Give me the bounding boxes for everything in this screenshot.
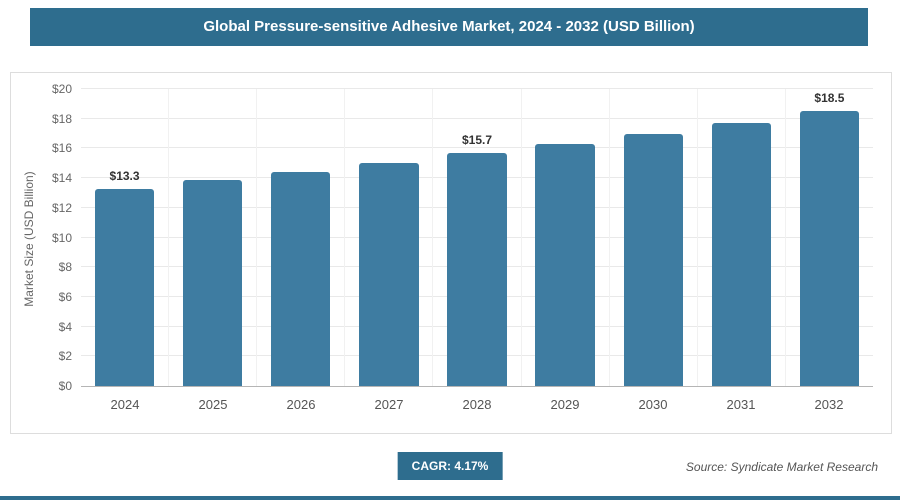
plot-area: $0 $2 $4 $6 $8 $10 $12 $14 $16 $18 $20 $13.3 $15.7 $… (52, 82, 873, 412)
bar-column-2024: $13.3 (81, 89, 168, 386)
x-axis-label-2025: 2025 (198, 397, 228, 412)
bars-layer: $13.3 $15.7 $18.5 (81, 89, 873, 386)
bar-column-2031 (696, 89, 785, 386)
bar-2025 (183, 179, 243, 386)
y-axis-ticks: $0 $2 $4 $6 $8 $10 $12 $14 $16 $18 $20 (52, 82, 873, 393)
y-axis-tick-label: $20 (51, 82, 72, 96)
bar-column-2027 (344, 89, 432, 386)
chart-card: Market Size (USD Billion) $0 $2 $4 $6 $8 $10 $… (10, 72, 892, 434)
x-axis-label-2027: 2027 (374, 397, 404, 412)
y-axis-tick-label: $10 (51, 230, 72, 245)
y-axis-tick-label: $6 (58, 289, 72, 304)
x-axis-label-2031: 2031 (726, 397, 756, 412)
bar-column-2026 (256, 89, 344, 386)
x-axis-label-2024: 2024 (110, 397, 140, 412)
y-axis-tick-label: $0 (58, 379, 72, 393)
bar-value-label-2024: $13.3 (109, 168, 140, 183)
cagr-badge: CAGR: 4.17% (397, 452, 503, 480)
bar-column-2032: $18.5 (784, 89, 873, 386)
bar-2026 (271, 172, 331, 386)
y-axis-tick-label: $16 (51, 141, 72, 156)
bar-2024: $13.3 (94, 169, 155, 386)
bar-2030 (623, 133, 683, 386)
bottom-accent-bar (0, 496, 900, 500)
x-axis-labels: 2024 2025 2026 2027 2028 2029 2030 2031 2032 (81, 386, 873, 412)
bar-column-2030 (608, 89, 697, 386)
gridline (81, 88, 873, 89)
y-axis-tick-label: $2 (58, 349, 72, 364)
bar-value-label-2028: $15.7 (461, 132, 492, 147)
bar-2028: $15.7 (447, 133, 507, 386)
x-axis-label-2028: 2028 (462, 397, 492, 412)
x-axis-label-2029: 2029 (550, 397, 580, 412)
y-axis-tick-label: $12 (51, 200, 72, 215)
bar-2031 (711, 123, 771, 386)
chart-title: Global Pressure-sensitive Adhesive Marke… (30, 8, 868, 46)
gridline (81, 117, 873, 119)
bar-column-2028: $15.7 (432, 89, 520, 386)
x-axis-label-2032: 2032 (814, 397, 844, 412)
bar-value-label-2032: $18.5 (814, 91, 845, 106)
gridline (81, 147, 873, 149)
y-axis-tick-label: $4 (58, 319, 72, 334)
y-axis-tick-label: $14 (51, 171, 72, 186)
bar-2029 (535, 143, 595, 386)
x-axis-label-2030: 2030 (638, 397, 668, 412)
y-axis-tick-label: $8 (58, 260, 72, 275)
x-axis-label-2026: 2026 (286, 397, 316, 412)
footer: CAGR: 4.17% Source: Syndicate Market Res… (0, 450, 900, 482)
y-axis-title: Market Size (USD Billion) (22, 170, 36, 307)
source-credit: Source: Syndicate Market Research (685, 460, 878, 474)
bar-2027 (359, 163, 419, 386)
y-axis-tick-label: $18 (51, 111, 72, 126)
bar-column-2025 (168, 89, 256, 386)
bar-column-2029 (520, 89, 609, 386)
bar-2032: $18.5 (799, 91, 860, 386)
